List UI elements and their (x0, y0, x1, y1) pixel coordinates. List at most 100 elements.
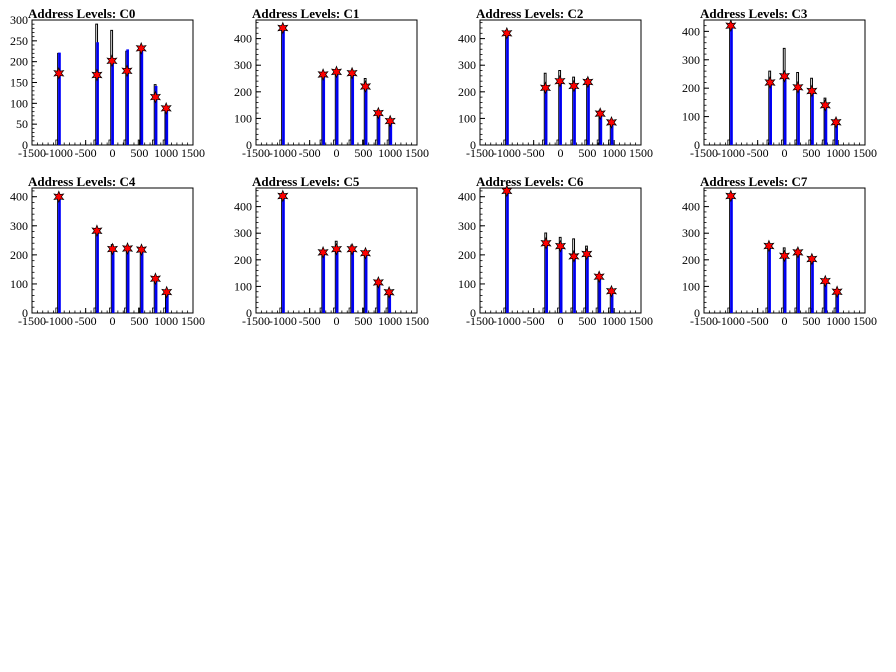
x-tick-label: 1000 (826, 314, 850, 328)
peak-marker (330, 242, 343, 256)
x-tick-label: -1500 (242, 314, 270, 328)
y-tick-label: 300 (682, 226, 700, 240)
peak-marker (160, 101, 172, 115)
peak-marker (778, 249, 791, 263)
histogram-panel-c1: Address Levels: C1 0 100 200 300 400 -1500 -100… (224, 0, 448, 168)
peak-marker (317, 245, 329, 259)
chart-title: Address Levels: C7 (700, 174, 808, 189)
peak-marker (540, 236, 552, 250)
black-hist-shoulder (108, 139, 111, 145)
peak-marker (346, 242, 358, 256)
black-hist-bar (782, 47, 786, 145)
peak-marker (501, 184, 513, 198)
peak-marker (277, 21, 289, 35)
y-tick-label: 200 (682, 81, 700, 95)
peak-marker (346, 66, 358, 80)
y-tick-label: 100 (682, 110, 700, 124)
black-hist-bar (95, 23, 99, 145)
black-hist-shoulder (608, 307, 611, 313)
peak-marker (554, 74, 566, 88)
x-tick-label: 1500 (181, 314, 205, 328)
black-hist-shoulder (348, 139, 351, 145)
y-tick-label: 250 (10, 34, 28, 48)
peak-marker (831, 285, 843, 299)
y-tick-label: 200 (10, 55, 28, 69)
x-tick-label: -500 (75, 146, 97, 160)
black-hist-bar (110, 29, 114, 145)
y-tick-label: 0 (22, 306, 28, 320)
peak-marker (121, 242, 134, 255)
peak-marker (277, 189, 289, 203)
black-hist-shoulder (374, 307, 378, 313)
y-tick-label: 200 (10, 248, 28, 262)
x-tick-label: -1000 (493, 146, 521, 160)
black-hist-shoulder (808, 139, 811, 145)
chart-title: Address Levels: C1 (252, 6, 359, 21)
peak-marker (135, 243, 148, 257)
black-hist-shoulder (162, 139, 165, 145)
black-hist-bar (363, 78, 367, 145)
peak-marker (330, 65, 343, 79)
histogram-svg: Address Levels: C1 0 100 200 300 400 -1500-100… (234, 6, 429, 160)
y-tick-label: 300 (234, 226, 252, 240)
x-tick-label: -500 (299, 314, 321, 328)
x-tick-label: -1000 (717, 314, 745, 328)
peak-marker (819, 98, 831, 112)
x-tick-label: -1000 (269, 146, 297, 160)
x-tick-label: 1000 (154, 146, 178, 160)
y-tick-label: 200 (234, 253, 252, 267)
blue-hist-bar (58, 52, 61, 145)
peak-marker (149, 272, 162, 286)
x-tick-label: 1000 (602, 314, 626, 328)
peak-marker (582, 75, 594, 89)
black-hist-shoulder (570, 307, 573, 313)
black-hist-shoulder (362, 307, 365, 313)
peak-marker (605, 284, 618, 298)
black-hist-shoulder (152, 139, 155, 145)
peak-marker (372, 106, 384, 120)
x-tick-label: 500 (578, 146, 596, 160)
histogram-panel-c4: Address Levels: C4 0 100 200 300 400 -1500 -100… (0, 168, 224, 336)
x-tick-label: 1500 (629, 314, 653, 328)
y-tick-label: 400 (234, 32, 252, 46)
black-hist-bar (585, 245, 588, 313)
y-tick-label: 200 (458, 85, 476, 99)
x-tick-label: 1500 (853, 314, 877, 328)
peak-marker (359, 80, 372, 93)
black-hist-shoulder (55, 307, 58, 313)
black-hist-bar (543, 72, 547, 145)
y-tick-label: 200 (234, 85, 252, 99)
black-hist-bar (796, 72, 800, 145)
chart-title: Address Levels: C3 (700, 6, 808, 21)
x-tick-label: 1500 (629, 146, 653, 160)
black-hist-bar (544, 232, 548, 313)
y-tick-label: 100 (10, 277, 28, 291)
blue-hist-bar (126, 49, 129, 145)
x-tick-label: -1500 (466, 314, 494, 328)
black-hist-shoulder (137, 139, 141, 145)
x-tick-label: 1000 (378, 314, 402, 328)
y-tick-label: 400 (682, 200, 700, 214)
black-hist-shoulder (374, 139, 378, 145)
x-tick-label: 0 (782, 314, 788, 328)
x-tick-label: -1500 (18, 146, 46, 160)
peak-marker (819, 274, 831, 288)
y-tick-label: 100 (234, 111, 252, 125)
black-hist-shoulder (385, 307, 388, 313)
histogram-svg: Address Levels: C7 0 100 200 300 400 -1500-100… (682, 174, 877, 328)
peak-marker (53, 190, 65, 204)
peak-marker (806, 84, 818, 98)
x-tick-label: 0 (334, 146, 340, 160)
x-tick-label: 1500 (405, 314, 429, 328)
black-hist-shoulder (55, 139, 58, 145)
peak-marker (383, 285, 395, 299)
black-hist-shoulder (781, 139, 784, 145)
peak-marker (554, 239, 567, 253)
black-hist-bar (334, 240, 338, 313)
histogram-svg: Address Levels: C3 0 100 200 300 400 -1500-100… (682, 6, 877, 160)
peak-marker (725, 19, 737, 33)
y-tick-label: 0 (694, 138, 700, 152)
x-tick-label: 1000 (154, 314, 178, 328)
x-tick-label: 500 (578, 314, 596, 328)
peak-marker (605, 115, 618, 129)
